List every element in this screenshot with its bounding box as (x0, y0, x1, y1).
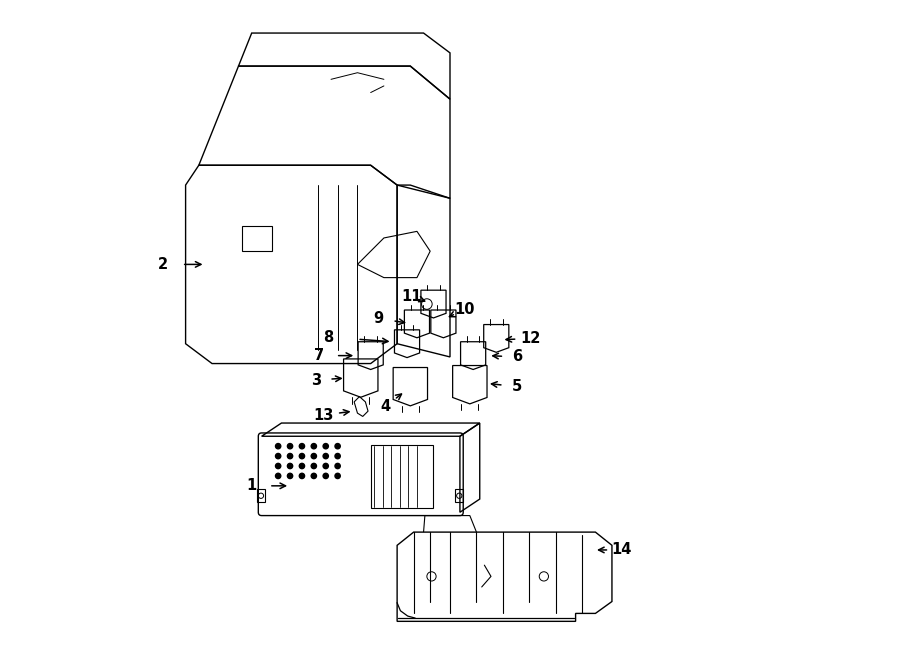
Text: 2: 2 (158, 257, 167, 272)
Circle shape (300, 473, 304, 479)
Text: 14: 14 (612, 543, 632, 557)
Text: 5: 5 (512, 379, 523, 394)
Circle shape (287, 463, 292, 469)
Circle shape (300, 444, 304, 449)
Circle shape (335, 453, 340, 459)
Circle shape (300, 463, 304, 469)
Bar (455, 489, 464, 502)
Circle shape (311, 444, 317, 449)
Circle shape (287, 453, 292, 459)
Text: 9: 9 (374, 311, 383, 326)
Circle shape (323, 473, 328, 479)
Circle shape (311, 473, 317, 479)
Circle shape (275, 453, 281, 459)
Text: 7: 7 (314, 348, 324, 363)
Text: 13: 13 (313, 408, 333, 422)
Text: 3: 3 (310, 373, 321, 387)
Text: 12: 12 (520, 331, 541, 346)
Circle shape (311, 463, 317, 469)
Text: 6: 6 (512, 350, 523, 364)
Bar (371, 445, 434, 508)
Text: 8: 8 (323, 330, 334, 344)
Circle shape (335, 463, 340, 469)
Circle shape (323, 444, 328, 449)
Circle shape (335, 473, 340, 479)
Text: 4: 4 (380, 399, 391, 414)
Circle shape (300, 453, 304, 459)
Circle shape (275, 473, 281, 479)
Circle shape (323, 453, 328, 459)
Text: 10: 10 (454, 302, 475, 317)
Circle shape (287, 444, 292, 449)
Circle shape (275, 444, 281, 449)
Text: 11: 11 (401, 289, 422, 303)
Circle shape (275, 463, 281, 469)
Circle shape (335, 444, 340, 449)
Bar (242, 226, 272, 251)
Bar (257, 489, 265, 502)
Circle shape (311, 453, 317, 459)
Circle shape (287, 473, 292, 479)
Circle shape (323, 463, 328, 469)
Text: 1: 1 (247, 479, 256, 493)
